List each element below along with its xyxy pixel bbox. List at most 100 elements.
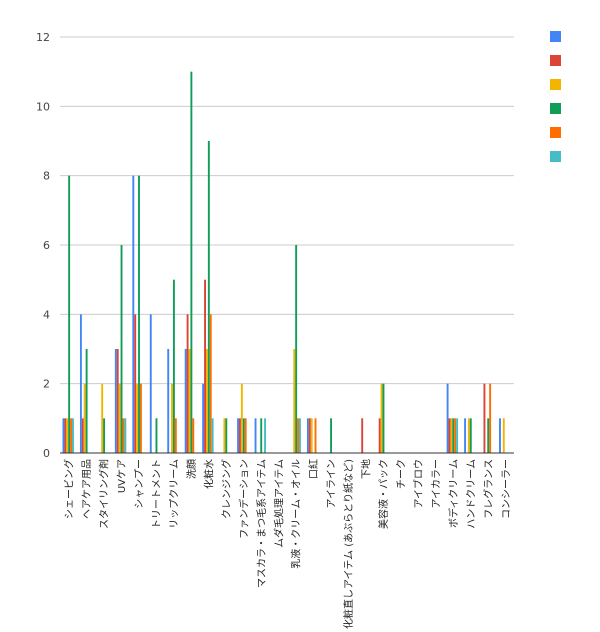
x-tick-label: ムダ毛処理アイテム — [272, 459, 285, 548]
bar — [62, 418, 65, 453]
bar — [295, 245, 298, 453]
gridlines — [60, 36, 514, 385]
x-tick-label: ヘアケア用品 — [81, 459, 93, 519]
bar — [184, 349, 187, 453]
bar — [155, 418, 158, 453]
legend — [550, 31, 561, 162]
bar — [149, 314, 152, 453]
bar — [240, 383, 243, 453]
x-tick-label: フレグランス — [482, 459, 495, 519]
bar — [382, 383, 385, 453]
x-tick-label: チーク — [396, 459, 408, 489]
legend-swatch — [550, 127, 561, 138]
bar — [452, 418, 455, 453]
bar — [204, 279, 206, 453]
bar — [114, 349, 117, 453]
y-tick-label: 0 — [43, 447, 50, 460]
x-tick-label: 洗顔 — [185, 459, 198, 479]
x-tick-label: ハンドクリーム — [465, 459, 477, 529]
bar — [361, 418, 364, 453]
bar — [116, 349, 119, 453]
bar — [254, 418, 257, 453]
x-tick-label: アイライン — [326, 459, 338, 509]
bar — [464, 418, 467, 453]
bar — [209, 314, 212, 453]
x-tick-label: アイブロウ — [412, 459, 425, 509]
bar — [378, 418, 381, 453]
bar — [192, 418, 195, 453]
x-tick-label: シェービング — [63, 459, 76, 519]
x-tick-label: リップクリーム — [169, 459, 181, 529]
bar — [264, 418, 266, 453]
bar — [260, 418, 263, 453]
x-tick-label: 美容液・パック — [377, 459, 390, 529]
bar — [487, 418, 490, 453]
x-tick-label: 乳液・クリーム・オイル — [290, 459, 303, 569]
bar — [306, 418, 309, 453]
bar — [211, 418, 214, 453]
bar — [299, 418, 301, 453]
bar — [174, 418, 177, 453]
bar — [138, 175, 140, 454]
bar — [489, 383, 492, 453]
bar — [450, 418, 453, 453]
bar — [297, 418, 299, 453]
legend-swatch — [550, 55, 561, 66]
bar — [81, 418, 84, 453]
y-axis-tick-labels: 0 2 4 6 8 10 12 — [36, 31, 50, 460]
bar — [79, 314, 82, 453]
bar — [122, 418, 125, 453]
y-tick-label: 10 — [36, 100, 50, 113]
bar — [103, 418, 106, 453]
x-tick-label: トリートメント — [152, 459, 163, 529]
x-tick-label: スタイリング剤 — [98, 459, 111, 529]
bar — [167, 349, 170, 453]
bar — [239, 418, 241, 453]
bar — [120, 245, 123, 453]
bar — [205, 349, 208, 453]
x-tick-label: シャンプー — [134, 459, 146, 509]
bar — [85, 349, 88, 453]
x-tick-label: コンシーラー — [500, 459, 512, 519]
bar — [310, 418, 313, 453]
bar — [83, 383, 86, 453]
legend-swatch — [550, 79, 561, 90]
bar — [469, 418, 472, 453]
bar — [68, 175, 71, 454]
x-tick-label: クレンジング — [220, 459, 233, 519]
bar — [454, 418, 457, 453]
bar — [72, 418, 74, 453]
y-tick-label: 6 — [43, 239, 50, 252]
x-tick-label: ボディクリーム — [447, 459, 460, 528]
legend-swatch — [550, 103, 561, 114]
bar — [202, 383, 205, 453]
bar — [293, 349, 296, 453]
x-tick-label: マスカラ・まつ毛系アイテム — [256, 459, 268, 588]
bar — [448, 418, 451, 453]
x-tick-label: 口紅 — [308, 459, 320, 479]
bar — [380, 383, 383, 453]
y-tick-label: 4 — [43, 308, 50, 321]
bar — [456, 418, 459, 453]
bar — [70, 418, 72, 453]
bar — [171, 383, 173, 453]
bar — [314, 418, 317, 453]
bar — [101, 383, 104, 453]
bar — [66, 418, 69, 453]
x-tick-label: アイカラー — [430, 459, 442, 509]
y-tick-label: 2 — [43, 378, 50, 391]
bar — [467, 418, 470, 453]
bar — [244, 418, 247, 453]
bar — [139, 383, 142, 453]
x-axis-category-labels: シェービング ヘアケア用品 スタイリング剤 UVケア シャンプー トリートメント リップクリ… — [63, 459, 513, 629]
bar — [499, 418, 501, 453]
bar — [207, 141, 210, 453]
bar — [225, 418, 228, 453]
x-tick-label: 化粧直しアイテム (あぶらとり紙など) — [342, 459, 355, 629]
bar — [502, 418, 505, 453]
legend-swatch — [550, 31, 561, 42]
bars — [62, 71, 505, 454]
bar — [330, 418, 333, 453]
bar — [242, 418, 245, 453]
